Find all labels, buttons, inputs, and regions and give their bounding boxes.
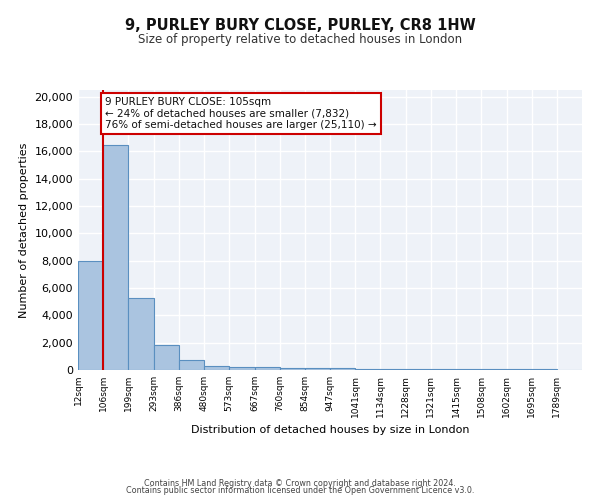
Y-axis label: Number of detached properties: Number of detached properties bbox=[19, 142, 29, 318]
Bar bbox=[204, 366, 229, 370]
Text: Contains public sector information licensed under the Open Government Licence v3: Contains public sector information licen… bbox=[126, 486, 474, 495]
Bar bbox=[154, 344, 179, 370]
Bar bbox=[380, 369, 406, 370]
Bar bbox=[456, 369, 481, 370]
Text: 9 PURLEY BURY CLOSE: 105sqm
← 24% of detached houses are smaller (7,832)
76% of : 9 PURLEY BURY CLOSE: 105sqm ← 24% of det… bbox=[106, 97, 377, 130]
Bar bbox=[179, 360, 204, 370]
Bar bbox=[406, 369, 431, 370]
Bar bbox=[78, 260, 103, 370]
Bar bbox=[431, 369, 456, 370]
X-axis label: Distribution of detached houses by size in London: Distribution of detached houses by size … bbox=[191, 426, 469, 436]
Bar bbox=[103, 144, 128, 370]
Bar bbox=[280, 368, 305, 370]
Bar bbox=[128, 298, 154, 370]
Text: 9, PURLEY BURY CLOSE, PURLEY, CR8 1HW: 9, PURLEY BURY CLOSE, PURLEY, CR8 1HW bbox=[125, 18, 475, 32]
Bar bbox=[330, 368, 355, 370]
Bar bbox=[305, 368, 330, 370]
Text: Size of property relative to detached houses in London: Size of property relative to detached ho… bbox=[138, 32, 462, 46]
Bar bbox=[254, 368, 280, 370]
Text: Contains HM Land Registry data © Crown copyright and database right 2024.: Contains HM Land Registry data © Crown c… bbox=[144, 478, 456, 488]
Bar bbox=[355, 368, 380, 370]
Bar bbox=[229, 367, 254, 370]
